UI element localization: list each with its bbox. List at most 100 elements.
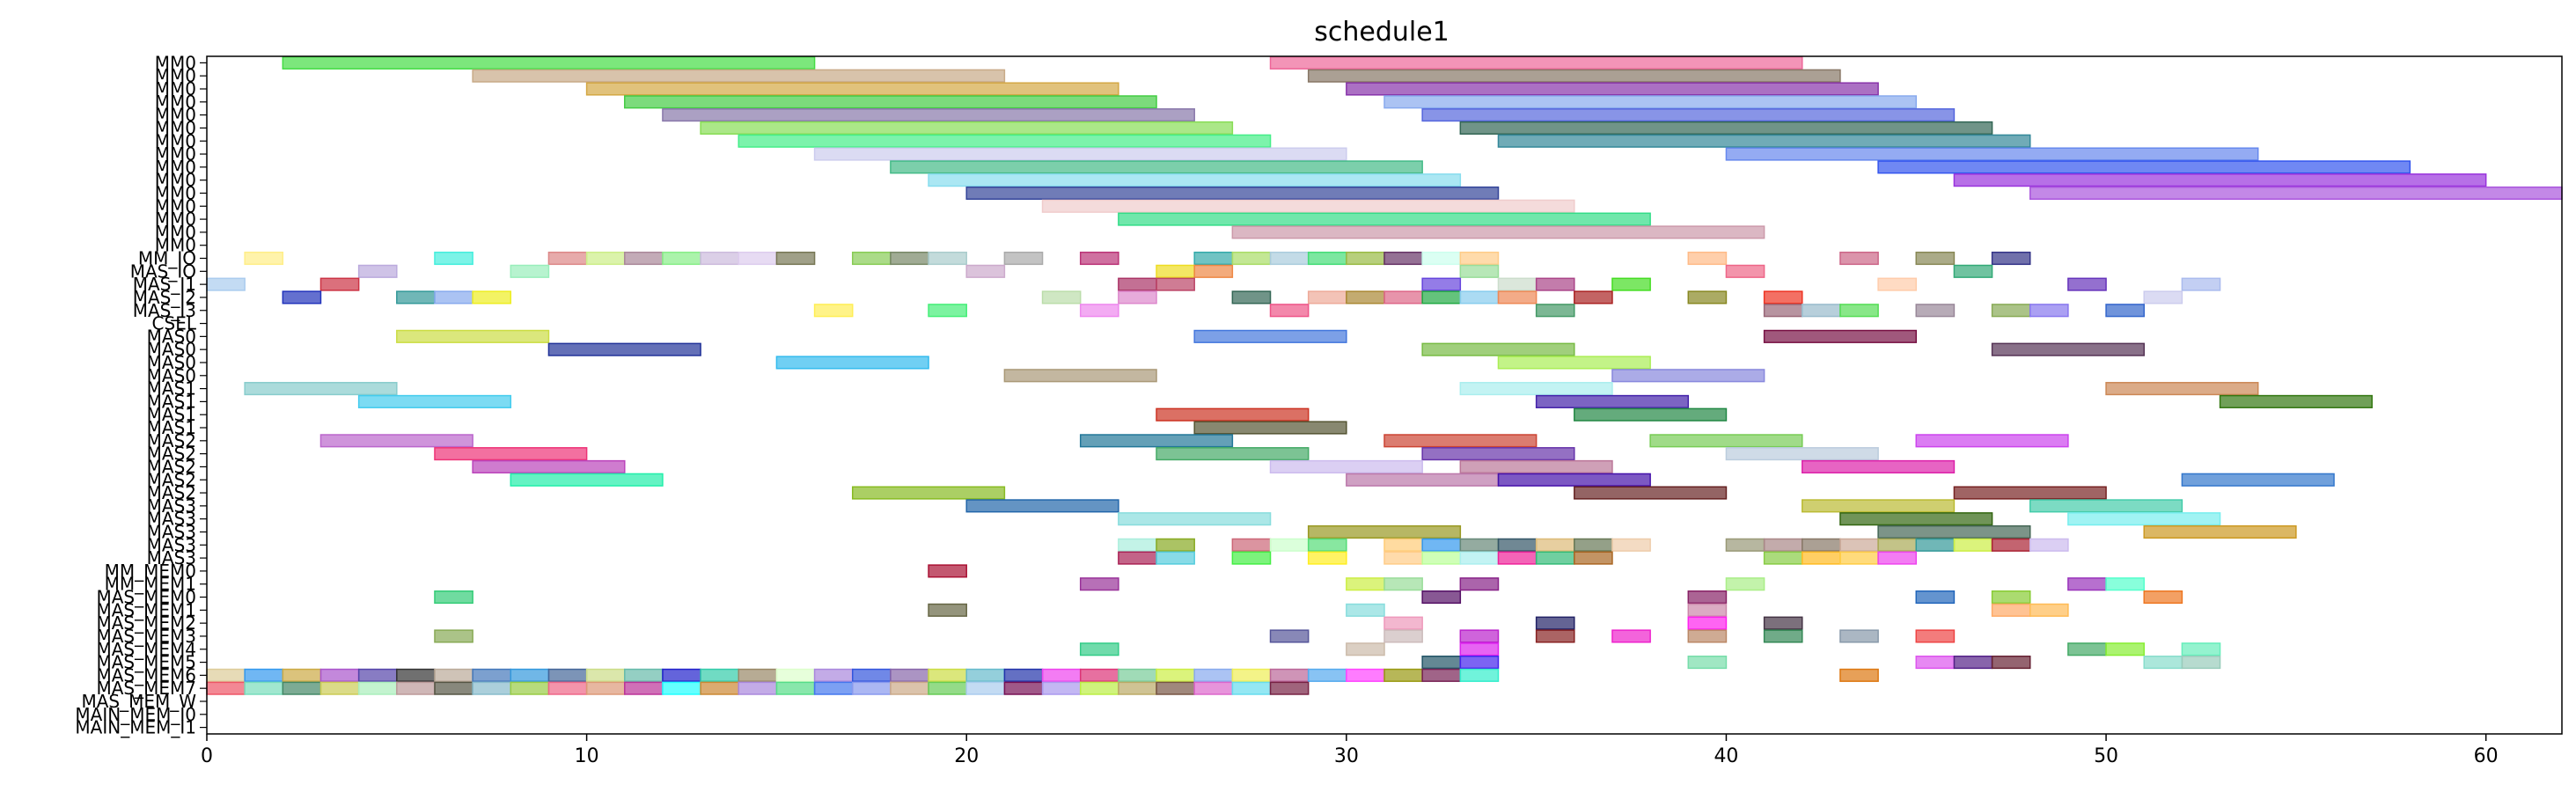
gantt-bar (472, 69, 1006, 83)
gantt-bar (319, 277, 360, 291)
gantt-bar (1459, 382, 1613, 396)
gantt-bar (2029, 538, 2069, 552)
gantt-bar (1118, 681, 1157, 695)
gantt-bar (1915, 304, 1956, 318)
gantt-bar (396, 290, 436, 304)
y-tick-label: MAS3 (147, 509, 196, 530)
y-tick-label: MM0 (155, 78, 196, 99)
gantt-bar (2067, 277, 2107, 291)
gantt-bar (2105, 382, 2259, 396)
gantt-bar (1231, 681, 1272, 695)
gantt-bar (1346, 642, 1385, 656)
y-tick-label: CSEL (152, 313, 197, 334)
gantt-bar (1421, 590, 1462, 605)
gantt-bar (851, 681, 892, 695)
y-tick-label: MM0 (155, 105, 196, 126)
gantt-bar (624, 251, 664, 266)
y-tick-label: MM0 (155, 52, 196, 73)
gantt-bar (244, 251, 284, 266)
gantt-bar (1839, 551, 1879, 565)
gantt-bar (1269, 55, 1803, 70)
gantt-bar (662, 251, 701, 266)
gantt-bar (890, 681, 929, 695)
gantt-bar (1991, 251, 2031, 266)
gantt-bar (624, 681, 664, 695)
gantt-bar (1611, 538, 1651, 552)
gantt-bar (1991, 590, 2031, 605)
gantt-bar (396, 329, 550, 343)
gantt-bar (1915, 656, 1956, 670)
gantt-bar (1725, 147, 2259, 161)
gantt-bar (1118, 290, 1157, 304)
x-tick-label: 10 (575, 745, 599, 767)
gantt-bar (1421, 656, 1462, 670)
gantt-bar (738, 668, 778, 682)
gantt-bar (396, 681, 436, 695)
gantt-bar (1079, 304, 1119, 318)
gantt-bar (1763, 538, 1803, 552)
gantt-bar (1574, 551, 1613, 565)
gantt-bar (1346, 473, 1500, 487)
gantt-bar (1687, 616, 1728, 630)
gantt-bar (1193, 251, 1234, 266)
gantt-bar (851, 668, 892, 682)
gantt-bar (282, 668, 322, 682)
gantt-bar (851, 251, 892, 266)
gantt-bar (1687, 603, 1728, 617)
gantt-bar (965, 186, 1500, 201)
y-tick-label: MAS_IO (130, 260, 196, 282)
gantt-bar (510, 473, 664, 487)
y-tick-label: MM0 (155, 182, 196, 203)
gantt-bar (1269, 459, 1423, 474)
gantt-bar (585, 251, 626, 266)
gantt-bar (1118, 668, 1157, 682)
gantt-bar (1346, 82, 1879, 96)
gantt-bar (244, 382, 398, 396)
gantt-bar (1231, 290, 1272, 304)
y-tick-label: MM_MEM0 (105, 561, 196, 582)
gantt-bar (1763, 629, 1803, 643)
gantt-bar (1725, 264, 1765, 278)
gantt-bar (1156, 538, 1195, 552)
gantt-bar (1687, 290, 1728, 304)
gantt-bar (1535, 304, 1575, 318)
y-tick-label: MM0 (155, 130, 196, 151)
gantt-bar (1156, 447, 1310, 461)
gantt-bar (2105, 642, 2145, 656)
y-tick-label: MAS0 (147, 339, 196, 360)
y-tick-label: MAS3 (147, 521, 196, 542)
gantt-bar (1079, 642, 1119, 656)
gantt-bar (1953, 486, 2107, 500)
gantt-bar (1839, 304, 1879, 318)
y-tick-label: MAS2 (147, 469, 196, 490)
gantt-bar (1079, 681, 1119, 695)
gantt-bar (1877, 160, 2411, 174)
y-tick-label: MAS_MEM3 (96, 626, 196, 647)
gantt-bar (1763, 329, 1918, 343)
gantt-bar (1877, 277, 1918, 291)
x-axis: 0 10 20 30 40 50 60 (201, 734, 2499, 767)
gantt-bar (1459, 264, 1500, 278)
gantt-bar (1459, 251, 1500, 266)
gantt-bar (510, 668, 550, 682)
gantt-bar (624, 95, 1157, 109)
gantt-bar (1915, 629, 1956, 643)
gantt-bar (890, 251, 929, 266)
gantt-bar (1763, 304, 1803, 318)
gantt-bar (1383, 251, 1423, 266)
gantt-bar (1421, 251, 1462, 266)
gantt-bar (1574, 290, 1613, 304)
gantt-bar (965, 264, 1006, 278)
gantt-bar (206, 277, 246, 291)
gantt-bar (1231, 538, 1272, 552)
y-tick-label: MM_MEM1 (105, 574, 196, 595)
y-tick-label: MAS1 (147, 391, 196, 412)
gantt-bar (1687, 590, 1728, 605)
gantt-bar (1459, 459, 1613, 474)
gantt-bar (1574, 538, 1613, 552)
gantt-bar (1383, 538, 1423, 552)
y-tick-label: MAS1 (147, 378, 196, 400)
gantt-bar (1763, 290, 1803, 304)
gantt-bar (1383, 434, 1538, 448)
